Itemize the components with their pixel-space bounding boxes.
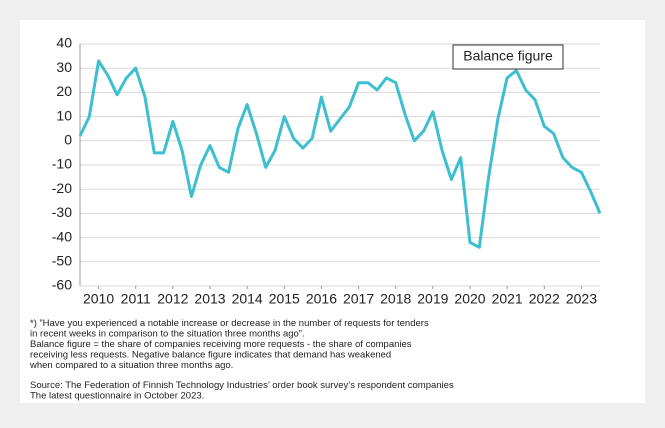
source-note: Source: The Federation of Finnish Techno… — [30, 380, 454, 391]
x-tick-label: 2011 — [121, 291, 151, 307]
footnote: when compared to a situation three month… — [29, 360, 233, 371]
x-tick-label: 2010 — [83, 291, 114, 307]
x-tick-label: 2020 — [454, 291, 485, 307]
x-tick-label: 2017 — [343, 291, 374, 307]
x-tick-label: 2012 — [157, 291, 188, 307]
y-tick-label: -20 — [52, 180, 72, 196]
legend-label: Balance figure — [463, 48, 553, 64]
x-tick-label: 2021 — [492, 291, 523, 307]
y-tick-label: 0 — [64, 132, 72, 148]
source-note: The latest questionnaire in October 2023… — [30, 391, 204, 402]
data-line — [78, 59, 602, 249]
y-tick-label: 10 — [56, 107, 72, 123]
y-tick-label: -10 — [52, 156, 72, 172]
y-tick-label: -30 — [52, 204, 72, 220]
footnote: in recent weeks in comparison to the sit… — [30, 329, 305, 340]
x-tick-label: 2014 — [232, 291, 263, 307]
footnote: receiving less requests. Negative balanc… — [30, 350, 391, 361]
x-tick-label: 2018 — [380, 291, 411, 307]
y-tick-label: 20 — [56, 83, 72, 99]
x-tick-label: 2023 — [566, 291, 597, 307]
legend-box — [452, 44, 564, 70]
x-tick-label: 2015 — [269, 291, 300, 307]
y-tick-label: -60 — [52, 277, 72, 293]
x-tick-label: 2013 — [194, 291, 225, 307]
y-tick-label: -40 — [52, 228, 72, 244]
y-tick-label: -50 — [52, 253, 72, 269]
x-tick-label: 2022 — [529, 291, 560, 307]
y-tick-label: 40 — [56, 35, 72, 51]
footnote: Balance figure = the share of companies … — [30, 339, 412, 350]
x-tick-label: 2019 — [417, 291, 448, 307]
footnote: *) ”Have you experienced a notable incre… — [30, 318, 429, 329]
y-tick-label: 30 — [56, 59, 72, 75]
x-tick-label: 2016 — [306, 291, 337, 307]
